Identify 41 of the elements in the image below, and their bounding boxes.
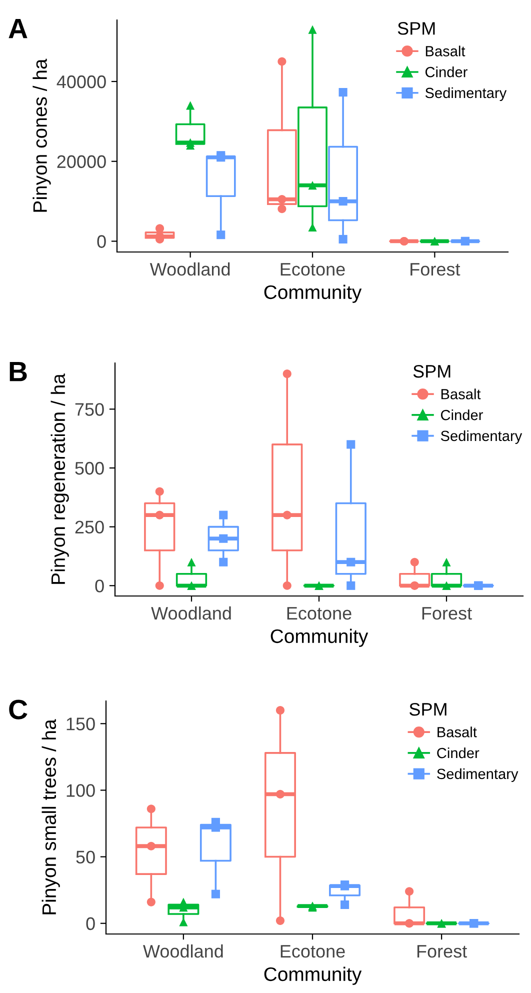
y-tick-label: 0 [86,917,95,930]
legend-label: Basalt [426,46,466,56]
legend-label: Sedimentary [440,430,522,444]
y-tick-label: 0 [95,580,104,592]
legend-label: Cinder [437,747,480,758]
y-tick-label: 150 [66,718,95,730]
x-tick-label: Forest [417,945,468,958]
x-tick-label: Woodland [143,944,223,958]
y-tick-label: 40000 [56,75,106,88]
y-tick-label: 100 [66,784,95,797]
legend-title: SPM [413,364,450,378]
x-tick-label: Forest [410,263,460,276]
x-tick-label: Ecotone [280,945,345,958]
y-axis-title: Pinyon small trees / ha [42,719,60,914]
y-tick-label: 50 [76,850,95,864]
y-tick-label: 750 [75,403,104,416]
legend-label: Cinder [440,409,483,420]
x-axis-title: Community [264,966,362,985]
y-axis-title: Pinyon cones / ha [32,58,51,212]
legend-label: Cinder [425,66,468,78]
y-tick-label: 20000 [57,155,106,168]
y-tick-label: 500 [75,462,104,475]
legend-label: Sedimentary [437,768,518,782]
x-axis-title: Community [264,284,362,303]
y-axis-title: Pinyon regeneration / ha [50,374,69,584]
chart-title: C [9,700,28,720]
legend-label: Sedimentary [425,87,507,102]
x-tick-label: Ecotone [287,607,352,620]
x-axis-title: Community [270,628,368,647]
chart-title: A [8,19,28,38]
y-tick-label: 0 [97,235,106,248]
y-tick-label: 250 [75,520,104,534]
legend-title: SPM [410,702,446,716]
x-tick-label: Ecotone [280,263,345,276]
legend-label: Basalt [438,726,477,738]
legend-label: Basalt [441,388,481,400]
x-tick-label: Forest [422,607,472,620]
chart-title: B [10,362,27,382]
x-tick-label: Woodland [150,262,230,276]
x-tick-label: Woodland [151,606,231,620]
legend-title: SPM [398,22,435,35]
